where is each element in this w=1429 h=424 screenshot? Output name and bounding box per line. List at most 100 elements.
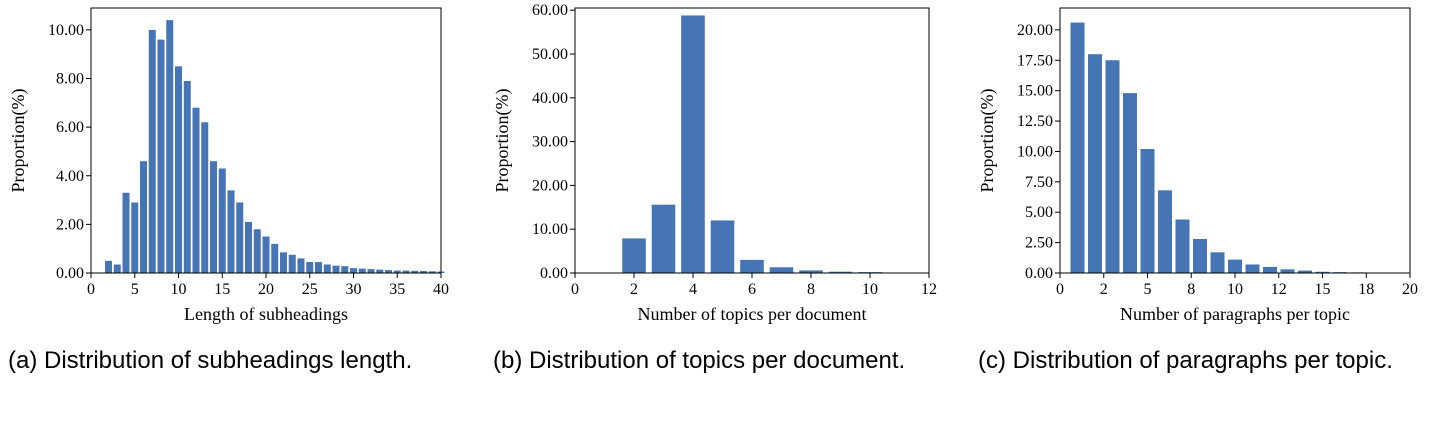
- bar: [1123, 93, 1137, 273]
- bar: [175, 66, 182, 273]
- bar: [1280, 269, 1295, 273]
- y-tick-label: 10.00: [532, 221, 568, 238]
- bar: [227, 190, 235, 273]
- x-tick-label: 10: [862, 281, 878, 298]
- y-tick-label: 0.00: [1025, 265, 1053, 282]
- x-tick-label: 40: [433, 281, 449, 298]
- y-tick-label: 0.00: [56, 265, 84, 282]
- bar: [393, 270, 401, 273]
- chart-subheadings-length: 0 5 10 15 20 25 30 35 40 0.00 2.00 4.00 6.00 8.00 10.0…: [8, 7, 449, 324]
- y-tick-label: 20.00: [1017, 22, 1053, 39]
- bar: [113, 264, 121, 273]
- bar: [1298, 270, 1312, 273]
- bar: [622, 238, 646, 273]
- bar: [236, 202, 244, 273]
- x-tick-label: 25: [302, 281, 318, 298]
- bar: [183, 80, 191, 273]
- bar: [1193, 238, 1207, 273]
- x-tick-label: 5: [131, 281, 139, 298]
- bar: [245, 221, 252, 273]
- bar: [297, 258, 305, 273]
- bar: [376, 269, 384, 273]
- y-tick-label: 7.50: [1025, 174, 1053, 191]
- y-tick-label: 60.00: [532, 2, 568, 19]
- chart-topics-per-document: 0 2 4 6 8 10 12 0.00 10.00 20.00 30.00 40.00 50.00 60…: [492, 2, 937, 324]
- x-axis-title: Number of topics per document: [638, 304, 867, 324]
- x-tick-label: 4: [689, 281, 697, 298]
- x-tick-label: 0: [87, 281, 95, 298]
- bar: [681, 15, 705, 273]
- bar: [350, 268, 357, 273]
- bar: [358, 268, 366, 273]
- bar: [288, 254, 296, 273]
- x-tick-label: 12: [1271, 281, 1287, 298]
- bar: [332, 265, 340, 273]
- x-tick-label: 0: [1056, 281, 1064, 298]
- y-tick-label: 8.00: [56, 71, 84, 88]
- bar: [1210, 252, 1225, 273]
- bar: [740, 259, 764, 273]
- x-tick-label: 5: [1144, 281, 1152, 298]
- x-tick-label: 30: [346, 281, 362, 298]
- caption-b: (b) Distribution of topics per document.: [493, 347, 906, 374]
- bar: [828, 271, 853, 273]
- bar: [1140, 149, 1155, 273]
- y-tick-label: 15.00: [1017, 83, 1053, 100]
- caption-c: (c) Distribution of paragraphs per topic…: [978, 347, 1393, 374]
- x-axis-title: Length of subheadings: [184, 304, 348, 324]
- bar: [315, 262, 322, 273]
- bar: [1315, 271, 1330, 273]
- x-tick-label: 2: [1100, 281, 1108, 298]
- bar: [280, 252, 287, 273]
- bar: [323, 264, 331, 273]
- y-tick-label: 0.00: [540, 265, 568, 282]
- bar: [1088, 54, 1102, 273]
- bar: [253, 229, 261, 273]
- x-tick-label: 15: [1315, 281, 1331, 298]
- bar: [1245, 264, 1260, 273]
- bar: [420, 271, 427, 273]
- y-tick-label: 30.00: [532, 134, 568, 151]
- bar: [201, 122, 209, 274]
- bar: [341, 266, 349, 273]
- bar: [105, 260, 112, 273]
- y-tick-label: 5.00: [1025, 204, 1053, 221]
- x-tick-label: 10: [171, 281, 187, 298]
- y-tick-label: 6.00: [56, 119, 84, 136]
- y-axis-title: Proportion(%): [492, 89, 513, 193]
- bar: [148, 29, 156, 273]
- bar: [262, 236, 270, 273]
- caption-a: (a) Distribution of subheadings length.: [8, 347, 413, 374]
- x-tick-label: 2: [630, 281, 638, 298]
- x-tick-label: 8: [1187, 281, 1195, 298]
- bar: [367, 269, 375, 273]
- x-tick-label: 35: [389, 281, 405, 298]
- x-tick-label: 8: [807, 281, 815, 298]
- y-tick-label: 10.00: [1017, 143, 1053, 160]
- plot-frame: [574, 7, 930, 274]
- y-tick-label: 17.50: [1017, 52, 1053, 69]
- bar: [306, 262, 314, 273]
- bar: [157, 39, 165, 273]
- x-tick-label: 6: [748, 281, 756, 298]
- bar: [140, 161, 147, 273]
- y-tick-label: 12.50: [1017, 113, 1053, 130]
- x-tick-label: 15: [214, 281, 230, 298]
- y-tick-label: 4.00: [56, 168, 84, 185]
- bar: [122, 192, 130, 273]
- x-tick-label: 10: [1227, 281, 1243, 298]
- x-tick-label: 18: [1358, 281, 1374, 298]
- x-axis-title: Number of paragraphs per topic: [1120, 304, 1350, 324]
- x-tick-label: 20: [258, 281, 274, 298]
- bar: [1105, 60, 1120, 273]
- bar: [1158, 190, 1172, 273]
- y-axis-title: Proportion(%): [8, 89, 29, 193]
- bar: [385, 270, 392, 273]
- bar: [1175, 219, 1190, 273]
- bar: [428, 271, 436, 273]
- bar: [1228, 259, 1242, 273]
- y-tick-label: 2.50: [1025, 235, 1053, 252]
- bar: [769, 267, 794, 273]
- bar: [1263, 266, 1277, 273]
